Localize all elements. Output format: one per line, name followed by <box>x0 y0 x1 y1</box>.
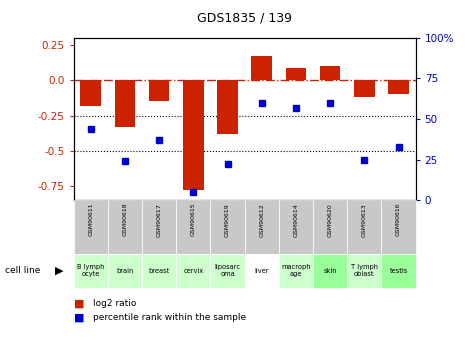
Text: liposarc
oma: liposarc oma <box>215 264 240 277</box>
Bar <box>142 200 176 254</box>
Bar <box>245 200 279 254</box>
Bar <box>320 66 341 80</box>
Bar <box>108 200 142 254</box>
Text: ▶: ▶ <box>55 266 63 276</box>
Bar <box>347 200 381 254</box>
Bar <box>251 56 272 80</box>
Bar <box>347 254 381 288</box>
Bar <box>142 254 176 288</box>
Text: GSM90620: GSM90620 <box>328 203 332 237</box>
Bar <box>313 254 347 288</box>
Bar <box>313 200 347 254</box>
Bar <box>388 80 409 94</box>
Bar <box>108 254 142 288</box>
Text: GSM90613: GSM90613 <box>362 203 367 237</box>
Text: liver: liver <box>255 268 269 274</box>
Bar <box>354 80 375 97</box>
Bar <box>149 80 170 101</box>
Bar <box>114 80 135 127</box>
Text: ■: ■ <box>74 313 84 322</box>
Text: GSM90614: GSM90614 <box>294 203 298 237</box>
Text: breast: breast <box>149 268 170 274</box>
Text: GSM90612: GSM90612 <box>259 203 264 237</box>
Text: macroph
age: macroph age <box>281 264 311 277</box>
Text: GDS1835 / 139: GDS1835 / 139 <box>197 11 292 24</box>
Bar <box>210 200 245 254</box>
Text: B lymph
ocyte: B lymph ocyte <box>77 264 104 277</box>
Text: GSM90616: GSM90616 <box>396 203 401 236</box>
Text: cervix: cervix <box>183 268 203 274</box>
Text: GSM90619: GSM90619 <box>225 203 230 237</box>
Bar <box>381 254 416 288</box>
Text: percentile rank within the sample: percentile rank within the sample <box>93 313 246 322</box>
Bar <box>74 254 108 288</box>
Text: GSM90611: GSM90611 <box>88 203 93 236</box>
Bar <box>74 200 108 254</box>
Bar <box>381 200 416 254</box>
Text: brain: brain <box>116 268 133 274</box>
Bar <box>279 200 313 254</box>
Text: log2 ratio: log2 ratio <box>93 299 136 308</box>
Bar <box>176 200 210 254</box>
Text: GSM90615: GSM90615 <box>191 203 196 236</box>
Text: GSM90617: GSM90617 <box>157 203 162 237</box>
Text: skin: skin <box>323 268 337 274</box>
Bar <box>183 80 204 190</box>
Text: GSM90618: GSM90618 <box>123 203 127 236</box>
Bar <box>217 80 238 134</box>
Bar <box>245 254 279 288</box>
Bar <box>279 254 313 288</box>
Text: cell line: cell line <box>5 266 40 275</box>
Bar <box>80 80 101 106</box>
Bar <box>176 254 210 288</box>
Text: testis: testis <box>390 268 408 274</box>
Bar <box>210 254 245 288</box>
Bar <box>285 68 306 80</box>
Text: ■: ■ <box>74 299 84 308</box>
Text: T lymph
oblast: T lymph oblast <box>351 264 378 277</box>
